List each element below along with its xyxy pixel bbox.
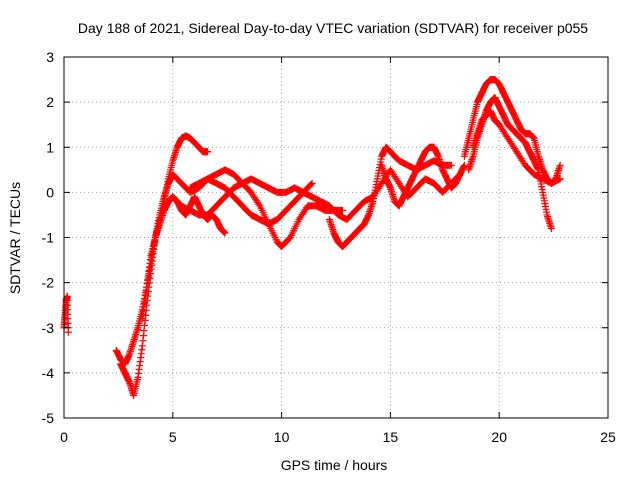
y-tick-label: -5 [42,410,55,426]
series-segment-start [60,292,72,336]
x-tick-label: 5 [169,429,177,445]
x-tick-label: 15 [383,429,399,445]
data-point [339,206,347,214]
y-axis-label: SDTVAR / TECUs [7,182,23,294]
series-track-d [160,193,229,237]
data-point [547,224,555,232]
data-point [308,179,316,187]
data-point [447,161,455,169]
series-track-a [112,132,212,368]
y-tick-label: -1 [42,230,55,246]
series-track-h [378,143,468,210]
series-track-k [469,107,564,187]
x-tick-label: 0 [60,429,68,445]
x-axis-label: GPS time / hours [281,457,388,473]
y-tick-label: 1 [46,139,54,155]
axes [63,56,609,419]
x-tick-labels: 0 5 10 15 20 25 [60,429,616,445]
y-tick-label: -3 [42,320,55,336]
x-tick-label: 20 [491,429,507,445]
y-tick-label: -2 [42,275,55,291]
data-point [221,229,229,237]
x-tick-label: 25 [600,429,616,445]
x-tick-label: 10 [274,429,290,445]
y-tick-labels: -5 -4 -3 -2 -1 0 1 2 3 [42,49,55,426]
y-tick-label: 0 [46,184,54,200]
data-point [556,161,564,169]
plot-frame [63,56,609,419]
y-tick-label: 3 [46,49,54,65]
data-point [255,200,263,208]
y-tick-label: 2 [46,94,54,110]
series-track-e [186,175,316,228]
y-tick-label: -4 [42,365,55,381]
data-point [307,180,315,188]
data-points [60,76,564,399]
series-track-b [117,166,347,399]
data-point [460,161,468,169]
data-point [204,148,212,156]
data-point [64,328,72,336]
chart-title: Day 188 of 2021, Sidereal Day-to-day VTE… [78,20,588,36]
data-point [556,175,564,183]
